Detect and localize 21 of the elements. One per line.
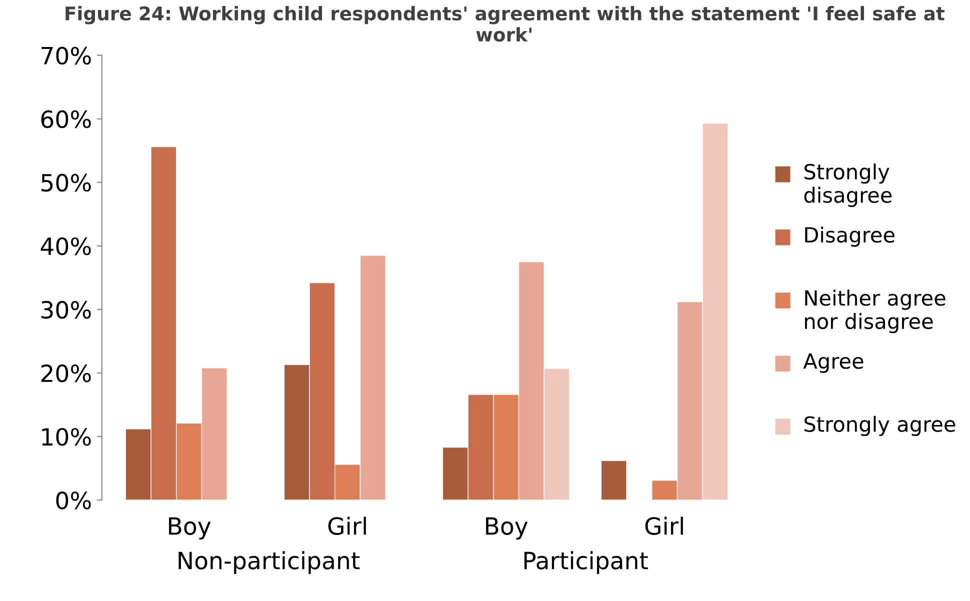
y-tick-label: 20% [41, 364, 91, 382]
y-tick-label: 70% [42, 46, 91, 65]
x-tick-label: Boy [169, 517, 211, 540]
y-tick-label: 60% [41, 110, 91, 128]
y-tick-label: 30% [41, 300, 91, 319]
legend-label: Strongly agree [804, 416, 956, 436]
legend-label: Agree [803, 353, 864, 373]
y-tick-label: 50% [41, 174, 91, 192]
x-tick-label: Girl [328, 516, 366, 535]
y-tick-label: 10% [42, 428, 91, 446]
y-tick-label: 0% [56, 491, 91, 510]
x-tick-label: Boy [486, 517, 528, 540]
bar [600, 460, 627, 500]
legend-label: Neither agree nor disagree [805, 290, 946, 334]
y-tick-label: 40% [40, 237, 91, 256]
legend-label: Disagree [805, 226, 894, 247]
chart-title: Figure 24: Working child respondents' agreement with the statement 'I feel safe at work' [66, 6, 944, 42]
legend-label: Strongly disagree [804, 163, 892, 207]
x-tick-label: Girl [645, 516, 683, 535]
text: Participant [524, 551, 648, 574]
text: Non-participant [178, 551, 360, 574]
